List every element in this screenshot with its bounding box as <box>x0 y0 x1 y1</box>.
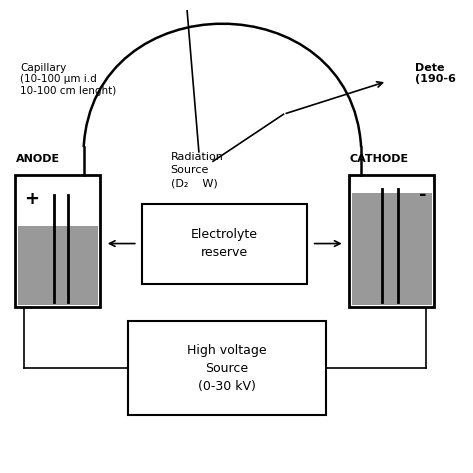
Text: +: + <box>24 190 39 208</box>
Bar <box>350 175 434 307</box>
Text: Capillary
(10-100 μm i.d
10-100 cm lenght): Capillary (10-100 μm i.d 10-100 cm lengh… <box>20 62 116 96</box>
Bar <box>128 321 326 415</box>
Text: -: - <box>420 186 427 204</box>
Bar <box>142 203 307 283</box>
Text: CATHODE: CATHODE <box>350 154 409 164</box>
Bar <box>352 193 432 305</box>
Text: Dete
(190-6: Dete (190-6 <box>415 62 456 84</box>
Bar <box>18 226 98 305</box>
Text: High voltage
Source
(0-30 kV): High voltage Source (0-30 kV) <box>187 344 267 393</box>
Text: Radiation
Source
(D₂    W): Radiation Source (D₂ W) <box>171 152 224 188</box>
Text: Electrolyte
reserve: Electrolyte reserve <box>191 228 258 259</box>
Bar <box>16 175 100 307</box>
Text: ANODE: ANODE <box>16 154 60 164</box>
